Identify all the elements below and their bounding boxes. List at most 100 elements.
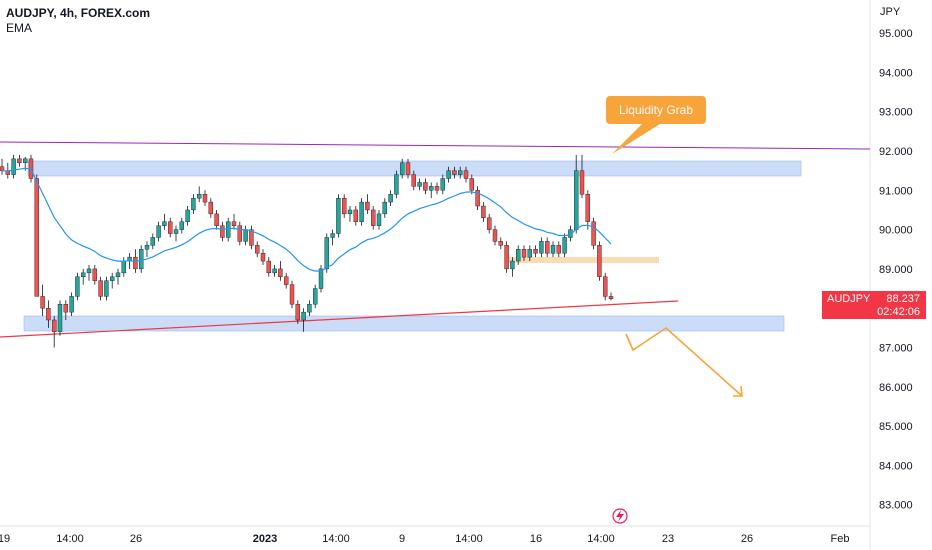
candle-body[interactable] — [579, 170, 585, 195]
candle-body[interactable] — [115, 272, 121, 277]
candle-body[interactable] — [533, 249, 538, 254]
candle-body[interactable] — [272, 268, 277, 274]
candle-body[interactable] — [591, 221, 596, 246]
time-axis[interactable]: 19 14:00 26 2023 14:00 9 14:00 16 14:00 23 26 Feb — [0, 533, 849, 545]
candle-body[interactable] — [504, 245, 509, 270]
candle-body[interactable] — [220, 225, 225, 238]
candle-body[interactable] — [318, 268, 324, 289]
candle-body[interactable] — [353, 209, 358, 222]
candle-body[interactable] — [208, 201, 214, 215]
candle-body[interactable] — [191, 197, 196, 211]
candle-body[interactable] — [330, 233, 335, 238]
candle-body[interactable] — [46, 308, 51, 321]
candle-body[interactable] — [243, 229, 248, 242]
candle-body[interactable] — [40, 296, 45, 309]
candle-body[interactable] — [57, 304, 63, 332]
candle-body[interactable] — [498, 241, 503, 246]
candle-body[interactable] — [481, 205, 486, 219]
candle-body[interactable] — [463, 170, 469, 179]
candle-body[interactable] — [52, 319, 57, 332]
candle-body[interactable] — [92, 268, 98, 281]
candle-body[interactable] — [487, 217, 492, 230]
candle-body[interactable] — [121, 260, 127, 274]
candle-body[interactable] — [301, 311, 306, 321]
candle-body[interactable] — [597, 245, 602, 277]
candle-body[interactable] — [167, 221, 173, 234]
candle-body[interactable] — [405, 162, 411, 175]
projection-arrow[interactable] — [625, 326, 743, 397]
candle-body[interactable] — [260, 252, 266, 262]
lightning-icon[interactable] — [612, 508, 628, 524]
candle-body[interactable] — [585, 194, 590, 222]
candle-body[interactable] — [202, 194, 208, 203]
candle-body[interactable] — [75, 276, 80, 297]
candle-body[interactable] — [394, 174, 399, 195]
candle-body[interactable] — [17, 158, 22, 163]
candle-body[interactable] — [562, 237, 567, 254]
candle-body[interactable] — [254, 245, 260, 254]
candle-body[interactable] — [80, 272, 86, 277]
candle-body[interactable] — [185, 209, 190, 222]
candle-body[interactable] — [214, 213, 219, 226]
candle-body[interactable] — [452, 170, 457, 175]
candle-body[interactable] — [225, 221, 231, 238]
candle-body[interactable] — [69, 296, 74, 313]
candle-body[interactable] — [574, 170, 579, 230]
candle-body[interactable] — [469, 178, 474, 191]
candle-body[interactable] — [86, 268, 92, 274]
candle-body[interactable] — [458, 170, 463, 175]
candle-body[interactable] — [162, 221, 167, 226]
candle-body[interactable] — [150, 237, 156, 246]
candle-body[interactable] — [342, 197, 347, 215]
candle-body[interactable] — [249, 229, 254, 246]
candle-body[interactable] — [434, 186, 440, 191]
candle-body[interactable] — [138, 249, 144, 270]
candle-body[interactable] — [34, 178, 39, 297]
candle-body[interactable] — [133, 256, 138, 270]
candle-body[interactable] — [475, 190, 480, 207]
resistance-trendline[interactable] — [0, 141, 871, 150]
candle-body[interactable] — [550, 245, 556, 254]
candle-body[interactable] — [109, 276, 115, 281]
candle-body[interactable] — [144, 245, 150, 250]
candle-body[interactable] — [492, 229, 498, 242]
candle-body[interactable] — [237, 225, 243, 242]
candle-body[interactable] — [365, 201, 370, 211]
candle-body[interactable] — [289, 284, 295, 305]
candle-body[interactable] — [556, 245, 561, 254]
candle-body[interactable] — [324, 237, 329, 270]
candle-body[interactable] — [400, 162, 405, 175]
candle-body[interactable] — [510, 260, 515, 270]
candle-body[interactable] — [446, 170, 451, 179]
support-zone[interactable] — [23, 315, 785, 332]
liquidity-grab-callout[interactable]: Liquidity Grab — [606, 96, 706, 154]
candle-body[interactable] — [545, 241, 550, 254]
candle-body[interactable] — [179, 221, 185, 230]
candle-body[interactable] — [284, 276, 289, 285]
candle-body[interactable] — [63, 304, 68, 313]
candle-body[interactable] — [603, 276, 608, 297]
candle-body[interactable] — [440, 178, 445, 191]
candle-body[interactable] — [196, 194, 202, 199]
candle-body[interactable] — [11, 158, 16, 175]
candle-body[interactable] — [0, 166, 5, 171]
candle-body[interactable] — [376, 213, 382, 226]
candle-body[interactable] — [423, 182, 428, 191]
candle-body[interactable] — [539, 241, 544, 254]
candle-body[interactable] — [307, 304, 312, 313]
resistance-zone[interactable] — [27, 160, 802, 177]
candle-body[interactable] — [608, 296, 614, 299]
candle-body[interactable] — [295, 304, 300, 321]
candle-body[interactable] — [156, 225, 161, 238]
candle-body[interactable] — [104, 280, 109, 297]
candle-body[interactable] — [278, 268, 283, 277]
candle-body[interactable] — [359, 201, 364, 222]
candle-body[interactable] — [388, 194, 393, 203]
candle-body[interactable] — [173, 229, 179, 234]
candle-body[interactable] — [336, 197, 341, 234]
candle-body[interactable] — [98, 280, 103, 297]
support-trendline[interactable] — [0, 300, 679, 338]
candle-body[interactable] — [516, 249, 521, 262]
candle-body[interactable] — [266, 260, 271, 274]
